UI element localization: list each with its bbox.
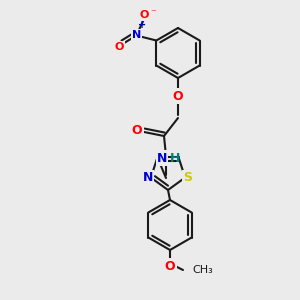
Text: N: N — [143, 171, 153, 184]
Text: O: O — [173, 89, 183, 103]
Text: N: N — [157, 152, 167, 164]
Text: CH₃: CH₃ — [192, 265, 213, 275]
Text: O: O — [115, 43, 124, 52]
Text: O: O — [165, 260, 175, 272]
Text: N: N — [132, 31, 141, 40]
Text: ⁻: ⁻ — [150, 8, 156, 19]
Text: +: + — [138, 20, 146, 31]
Text: O: O — [132, 124, 142, 137]
Text: S: S — [184, 171, 193, 184]
Text: O: O — [140, 10, 149, 20]
Text: H: H — [170, 152, 180, 164]
